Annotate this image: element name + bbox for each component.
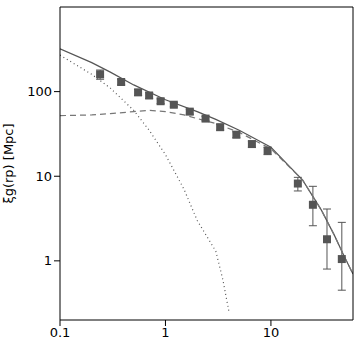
svg-text:ξg(rp) [Mpc]: ξg(rp) [Mpc] — [8, 123, 16, 203]
svg-text:1: 1 — [44, 253, 52, 268]
svg-text:10: 10 — [263, 325, 280, 340]
svg-text:100: 100 — [27, 84, 52, 99]
svg-text:10: 10 — [35, 169, 52, 184]
svg-text:1: 1 — [161, 325, 169, 340]
svg-text:0.1: 0.1 — [50, 325, 71, 340]
